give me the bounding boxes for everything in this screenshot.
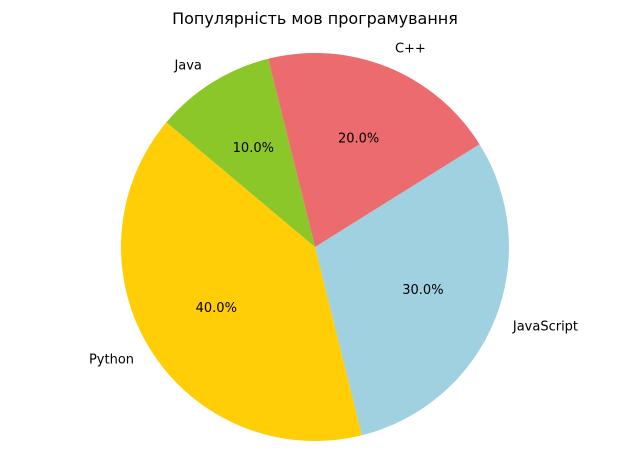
pie-slice-python: [121, 122, 362, 442]
slice-label-javascript: JavaScript: [512, 319, 578, 334]
pie-slice-c: [268, 52, 480, 247]
percent-label-c: 20.0%: [338, 132, 379, 147]
slice-label-c: C++: [395, 42, 426, 57]
slice-label-python: Python: [89, 353, 134, 368]
percent-label-java: 10.0%: [233, 141, 274, 156]
percent-label-python: 40.0%: [196, 301, 237, 316]
pie-slice-javascript: [315, 144, 509, 436]
percent-label-javascript: 30.0%: [402, 283, 443, 298]
chart-title: Популярність мов програмування: [172, 9, 458, 28]
slice-label-java: Java: [173, 59, 201, 74]
pie-slice-java: [166, 58, 315, 248]
